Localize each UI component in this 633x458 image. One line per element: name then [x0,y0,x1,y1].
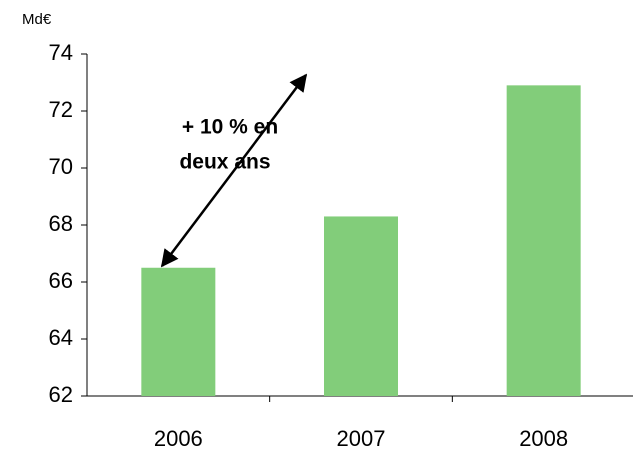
y-tick-label: 64 [49,325,73,350]
bar [141,267,216,396]
annotation: + 10 % en [182,116,278,139]
annotation: deux ans [179,151,270,174]
x-tick-label: 2007 [337,426,386,451]
y-tick-label: 66 [49,268,73,293]
x-tick-label: 2006 [154,426,203,451]
y-tick-label: 70 [49,154,73,179]
y-tick-label: 68 [49,211,73,236]
x-tick-label: 2008 [519,426,568,451]
y-tick-label: 74 [49,40,73,65]
y-tick-label: 72 [49,97,73,122]
bar [506,85,581,396]
bar [324,216,398,396]
arrow [160,73,308,268]
y-tick-label: 62 [49,382,73,407]
unit-label: Md€ [22,11,52,28]
